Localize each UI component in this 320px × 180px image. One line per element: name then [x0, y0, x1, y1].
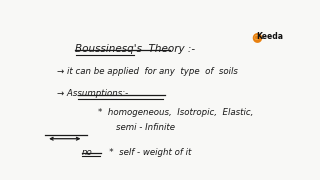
Text: ○: ○ — [253, 34, 259, 39]
Text: → it can be applied  for any  type  of  soils: → it can be applied for any type of soil… — [57, 67, 238, 76]
Text: Keeda: Keeda — [256, 32, 283, 41]
Text: ●: ● — [251, 30, 262, 43]
Text: → Assumptions:-: → Assumptions:- — [57, 89, 129, 98]
Text: no: no — [82, 148, 93, 157]
Text: *  homogeneous,  Isotropic,  Elastic,: * homogeneous, Isotropic, Elastic, — [98, 108, 254, 117]
Text: *  self - weight of it: * self - weight of it — [101, 148, 191, 157]
Text: semi - Infinite: semi - Infinite — [116, 123, 175, 132]
Text: Boussinesq's  Theory :-: Boussinesq's Theory :- — [75, 44, 195, 54]
